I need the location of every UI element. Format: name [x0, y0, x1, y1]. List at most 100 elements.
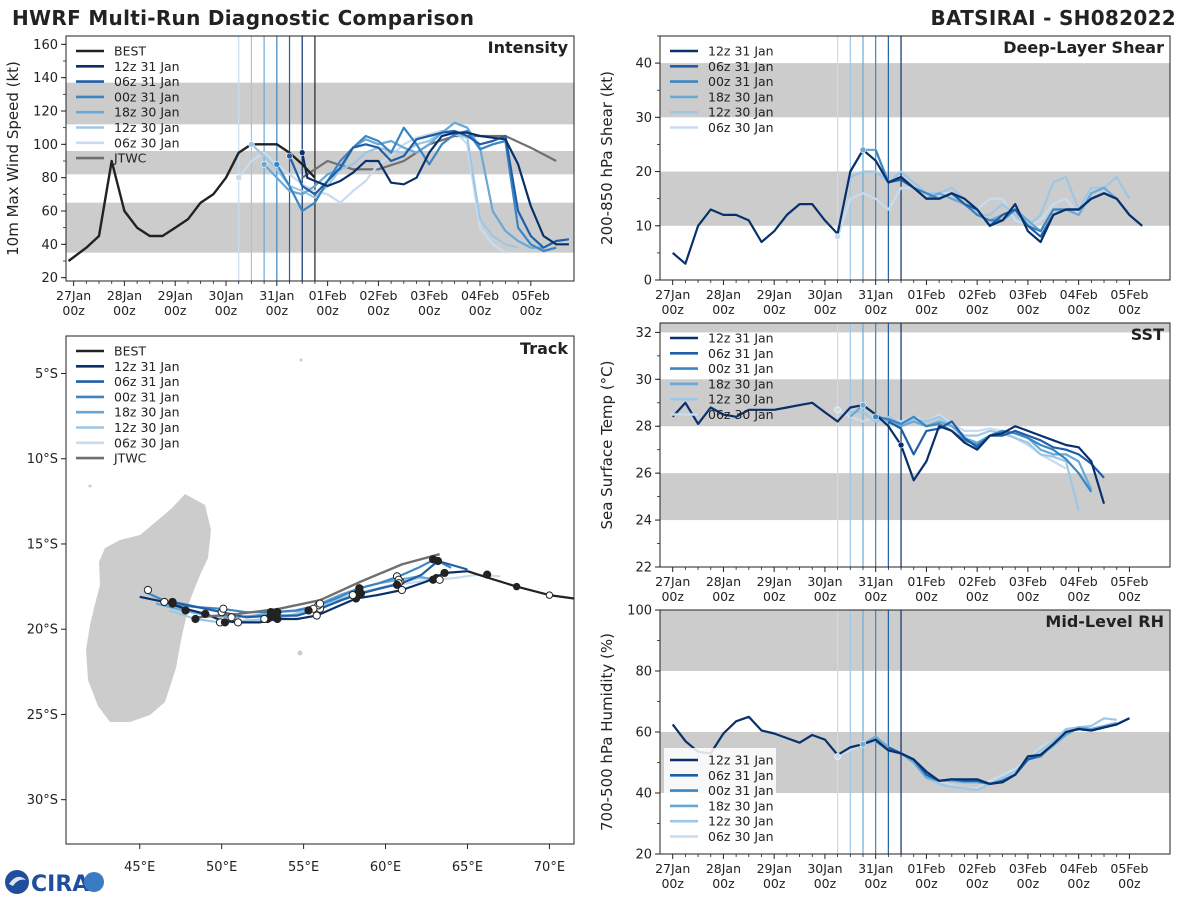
- track-position-marker: [440, 568, 449, 578]
- intensity-xtick-label: 05Feb: [512, 288, 550, 303]
- shear-xtick-label: 00z: [712, 302, 735, 317]
- sst-xtick-label: 00z: [864, 589, 887, 604]
- sst-legend-label: 18z 30 Jan: [708, 376, 774, 391]
- intensity-xtick-label: 30Jan: [208, 288, 243, 303]
- intensity-init-point: [286, 152, 293, 160]
- intensity-series-line: [275, 126, 557, 253]
- track-best-marker: [512, 582, 521, 591]
- sst-xtick-label: 01Feb: [907, 574, 945, 589]
- track-ytick-label: 25°S: [27, 708, 58, 723]
- reunion-island: [297, 650, 303, 656]
- intensity-ytick-label: 20: [41, 271, 58, 286]
- intensity-legend-label: 06z 30 Jan: [114, 135, 180, 150]
- intensity-best-line: [67, 143, 316, 262]
- sst-xtick-label: 00z: [915, 589, 938, 604]
- rh-xtick-label: 03Feb: [1009, 861, 1047, 876]
- rh-band: [660, 610, 1170, 671]
- track-position-marker: [397, 585, 407, 595]
- rh-legend-label: 12z 31 Jan: [708, 753, 774, 768]
- rh-xtick-label: 00z: [915, 876, 938, 891]
- intensity-xtick-label: 28Jan: [107, 288, 142, 303]
- rh-xtick-label: 01Feb: [907, 861, 945, 876]
- track-legend-label: 06z 30 Jan: [114, 435, 180, 450]
- track-best-marker: [545, 591, 554, 599]
- rh-ytick-label: 40: [635, 787, 652, 802]
- track-legend-label: 06z 31 Jan: [114, 374, 180, 389]
- intensity-ytick-label: 160: [33, 38, 58, 53]
- rh-legend-label: 12z 30 Jan: [708, 814, 774, 829]
- track-position-marker: [348, 591, 357, 600]
- track-position-marker: [181, 606, 190, 615]
- shear-ytick-label: 30: [635, 111, 652, 126]
- rh-init-point: [834, 753, 841, 760]
- intensity-xtick-label: 00z: [367, 303, 390, 318]
- track-xtick-label: 65°E: [452, 860, 483, 875]
- shear-panel: 01020304027Jan00z28Jan00z29Jan00z30Jan00…: [598, 35, 1171, 317]
- track-ytick-label: 5°S: [35, 367, 58, 382]
- track-position-marker: [273, 608, 282, 617]
- sst-xtick-label: 00z: [763, 589, 786, 604]
- intensity-init-point: [235, 174, 243, 181]
- rh-init-point: [859, 740, 867, 748]
- intensity-series-line: [250, 129, 519, 249]
- intensity-ytick-label: 80: [41, 171, 58, 186]
- sst-ytick-label: 28: [635, 420, 652, 435]
- intensity-ytick-label: 120: [33, 105, 58, 120]
- intensity-ytick-label: 40: [41, 238, 58, 253]
- shear-band: [660, 63, 1170, 118]
- sst-ytick-label: 32: [635, 326, 652, 341]
- intensity-band: [66, 202, 574, 253]
- track-position-marker: [483, 570, 492, 579]
- intensity-xtick-label: 01Feb: [309, 288, 347, 303]
- sst-ytick-label: 26: [635, 467, 652, 482]
- intensity-xtick-label: 00z: [215, 303, 238, 318]
- sst-xtick-label: 00z: [1118, 589, 1141, 604]
- intensity-xtick-label: 00z: [62, 303, 85, 318]
- shear-xtick-label: 00z: [1017, 302, 1040, 317]
- track-legend-label: 12z 31 Jan: [114, 359, 180, 374]
- shear-legend-label: 18z 30 Jan: [708, 89, 774, 104]
- sst-xtick-label: 31Jan: [858, 574, 893, 589]
- rh-xtick-label: 00z: [966, 876, 989, 891]
- shear-legend-label: 06z 31 Jan: [708, 59, 774, 74]
- rh-xtick-label: 02Feb: [958, 861, 996, 876]
- rh-xtick-label: 00z: [1017, 876, 1040, 891]
- track-legend-label: JTWC: [113, 451, 147, 466]
- track-position-marker: [227, 613, 236, 622]
- track-series-line: [172, 559, 468, 619]
- sst-init-point: [897, 441, 905, 449]
- sst-title: SST: [1131, 325, 1164, 344]
- shear-ytick-label: 10: [635, 219, 652, 234]
- track-frame: [65, 335, 575, 845]
- intensity-xtick-label: 00z: [469, 303, 492, 318]
- shear-xtick-label: 31Jan: [858, 287, 893, 302]
- intensity-legend-label: 12z 31 Jan: [114, 59, 180, 74]
- intensity-ytick-label: 60: [41, 205, 58, 220]
- track-position-marker: [191, 614, 200, 624]
- shear-xtick-label: 03Feb: [1009, 287, 1047, 302]
- shear-xtick-label: 00z: [661, 302, 684, 317]
- intensity-xtick-label: 00z: [316, 303, 339, 318]
- intensity-band: [66, 151, 574, 175]
- intensity-xtick-label: 00z: [418, 303, 441, 318]
- shear-xtick-label: 04Feb: [1060, 287, 1098, 302]
- sst-xtick-label: 00z: [1067, 589, 1090, 604]
- intensity-xtick-label: 04Feb: [461, 288, 499, 303]
- track-series-line: [139, 570, 468, 624]
- sst-xtick-label: 27Jan: [655, 574, 690, 589]
- sst-frame: [659, 322, 1171, 568]
- track-ytick-label: 30°S: [27, 793, 58, 808]
- intensity-legend-label: 12z 30 Jan: [114, 120, 180, 135]
- track-xtick-label: 60°E: [370, 860, 401, 875]
- sst-xtick-label: 05Feb: [1110, 574, 1148, 589]
- sst-ytick-label: 30: [635, 373, 652, 388]
- rh-xtick-label: 00z: [864, 876, 887, 891]
- intensity-xtick-label: 03Feb: [410, 288, 448, 303]
- sst-series-line: [671, 401, 1106, 505]
- track-position-marker: [392, 580, 402, 589]
- track-legend-label: BEST: [114, 344, 146, 359]
- rh-legend-label: 00z 31 Jan: [708, 783, 774, 798]
- rh-ytick-label: 100: [627, 604, 652, 619]
- shear-ytick-label: 40: [635, 57, 652, 72]
